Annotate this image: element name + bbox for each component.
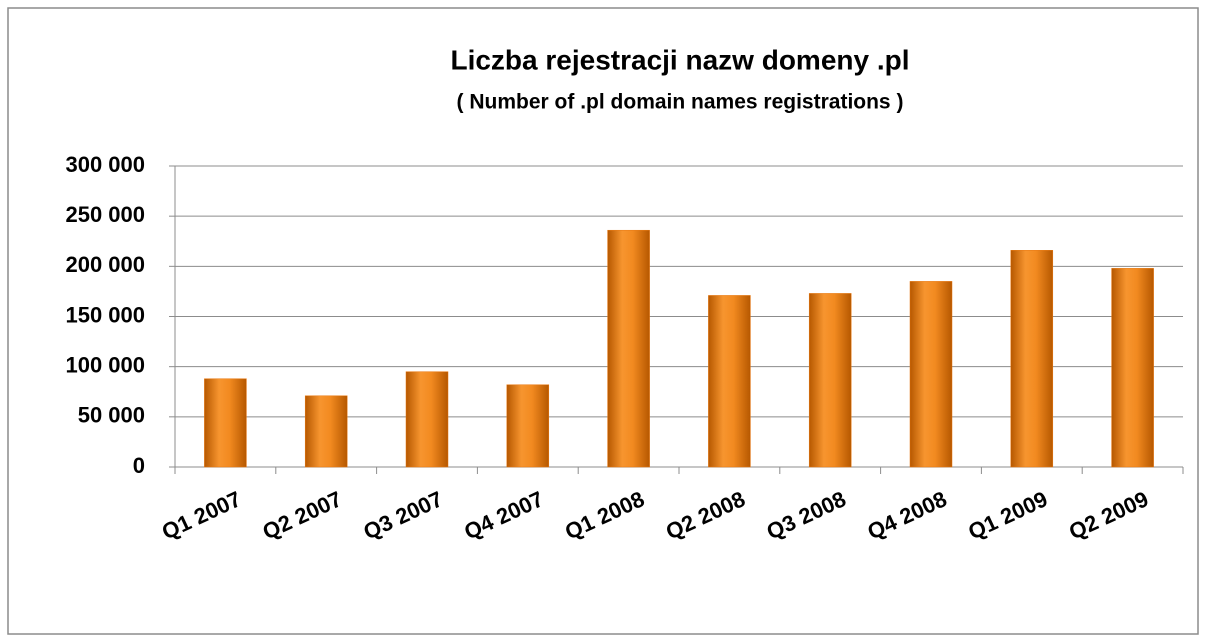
- bar: [808, 293, 852, 468]
- chart-subtitle: ( Number of .pl domain names registratio…: [457, 91, 904, 114]
- bar: [204, 378, 247, 468]
- bar: [1111, 268, 1154, 468]
- bar: [1010, 250, 1054, 468]
- bar: [304, 395, 348, 468]
- bar: [607, 229, 650, 468]
- chart-title: Liczba rejestracji nazw domeny .pl: [450, 44, 909, 75]
- bar: [506, 384, 550, 468]
- chart-frame: [7, 7, 1199, 635]
- y-tick-label: 100 000: [65, 352, 145, 377]
- bar: [708, 295, 751, 468]
- y-tick-label: 150 000: [65, 302, 145, 327]
- bar: [405, 371, 449, 468]
- y-tick-label: 0: [133, 453, 145, 478]
- y-tick-label: 50 000: [78, 403, 145, 428]
- y-tick-label: 250 000: [65, 202, 145, 227]
- y-tick-label: 300 000: [65, 152, 145, 177]
- y-tick-label: 200 000: [65, 252, 145, 277]
- bar: [909, 281, 953, 468]
